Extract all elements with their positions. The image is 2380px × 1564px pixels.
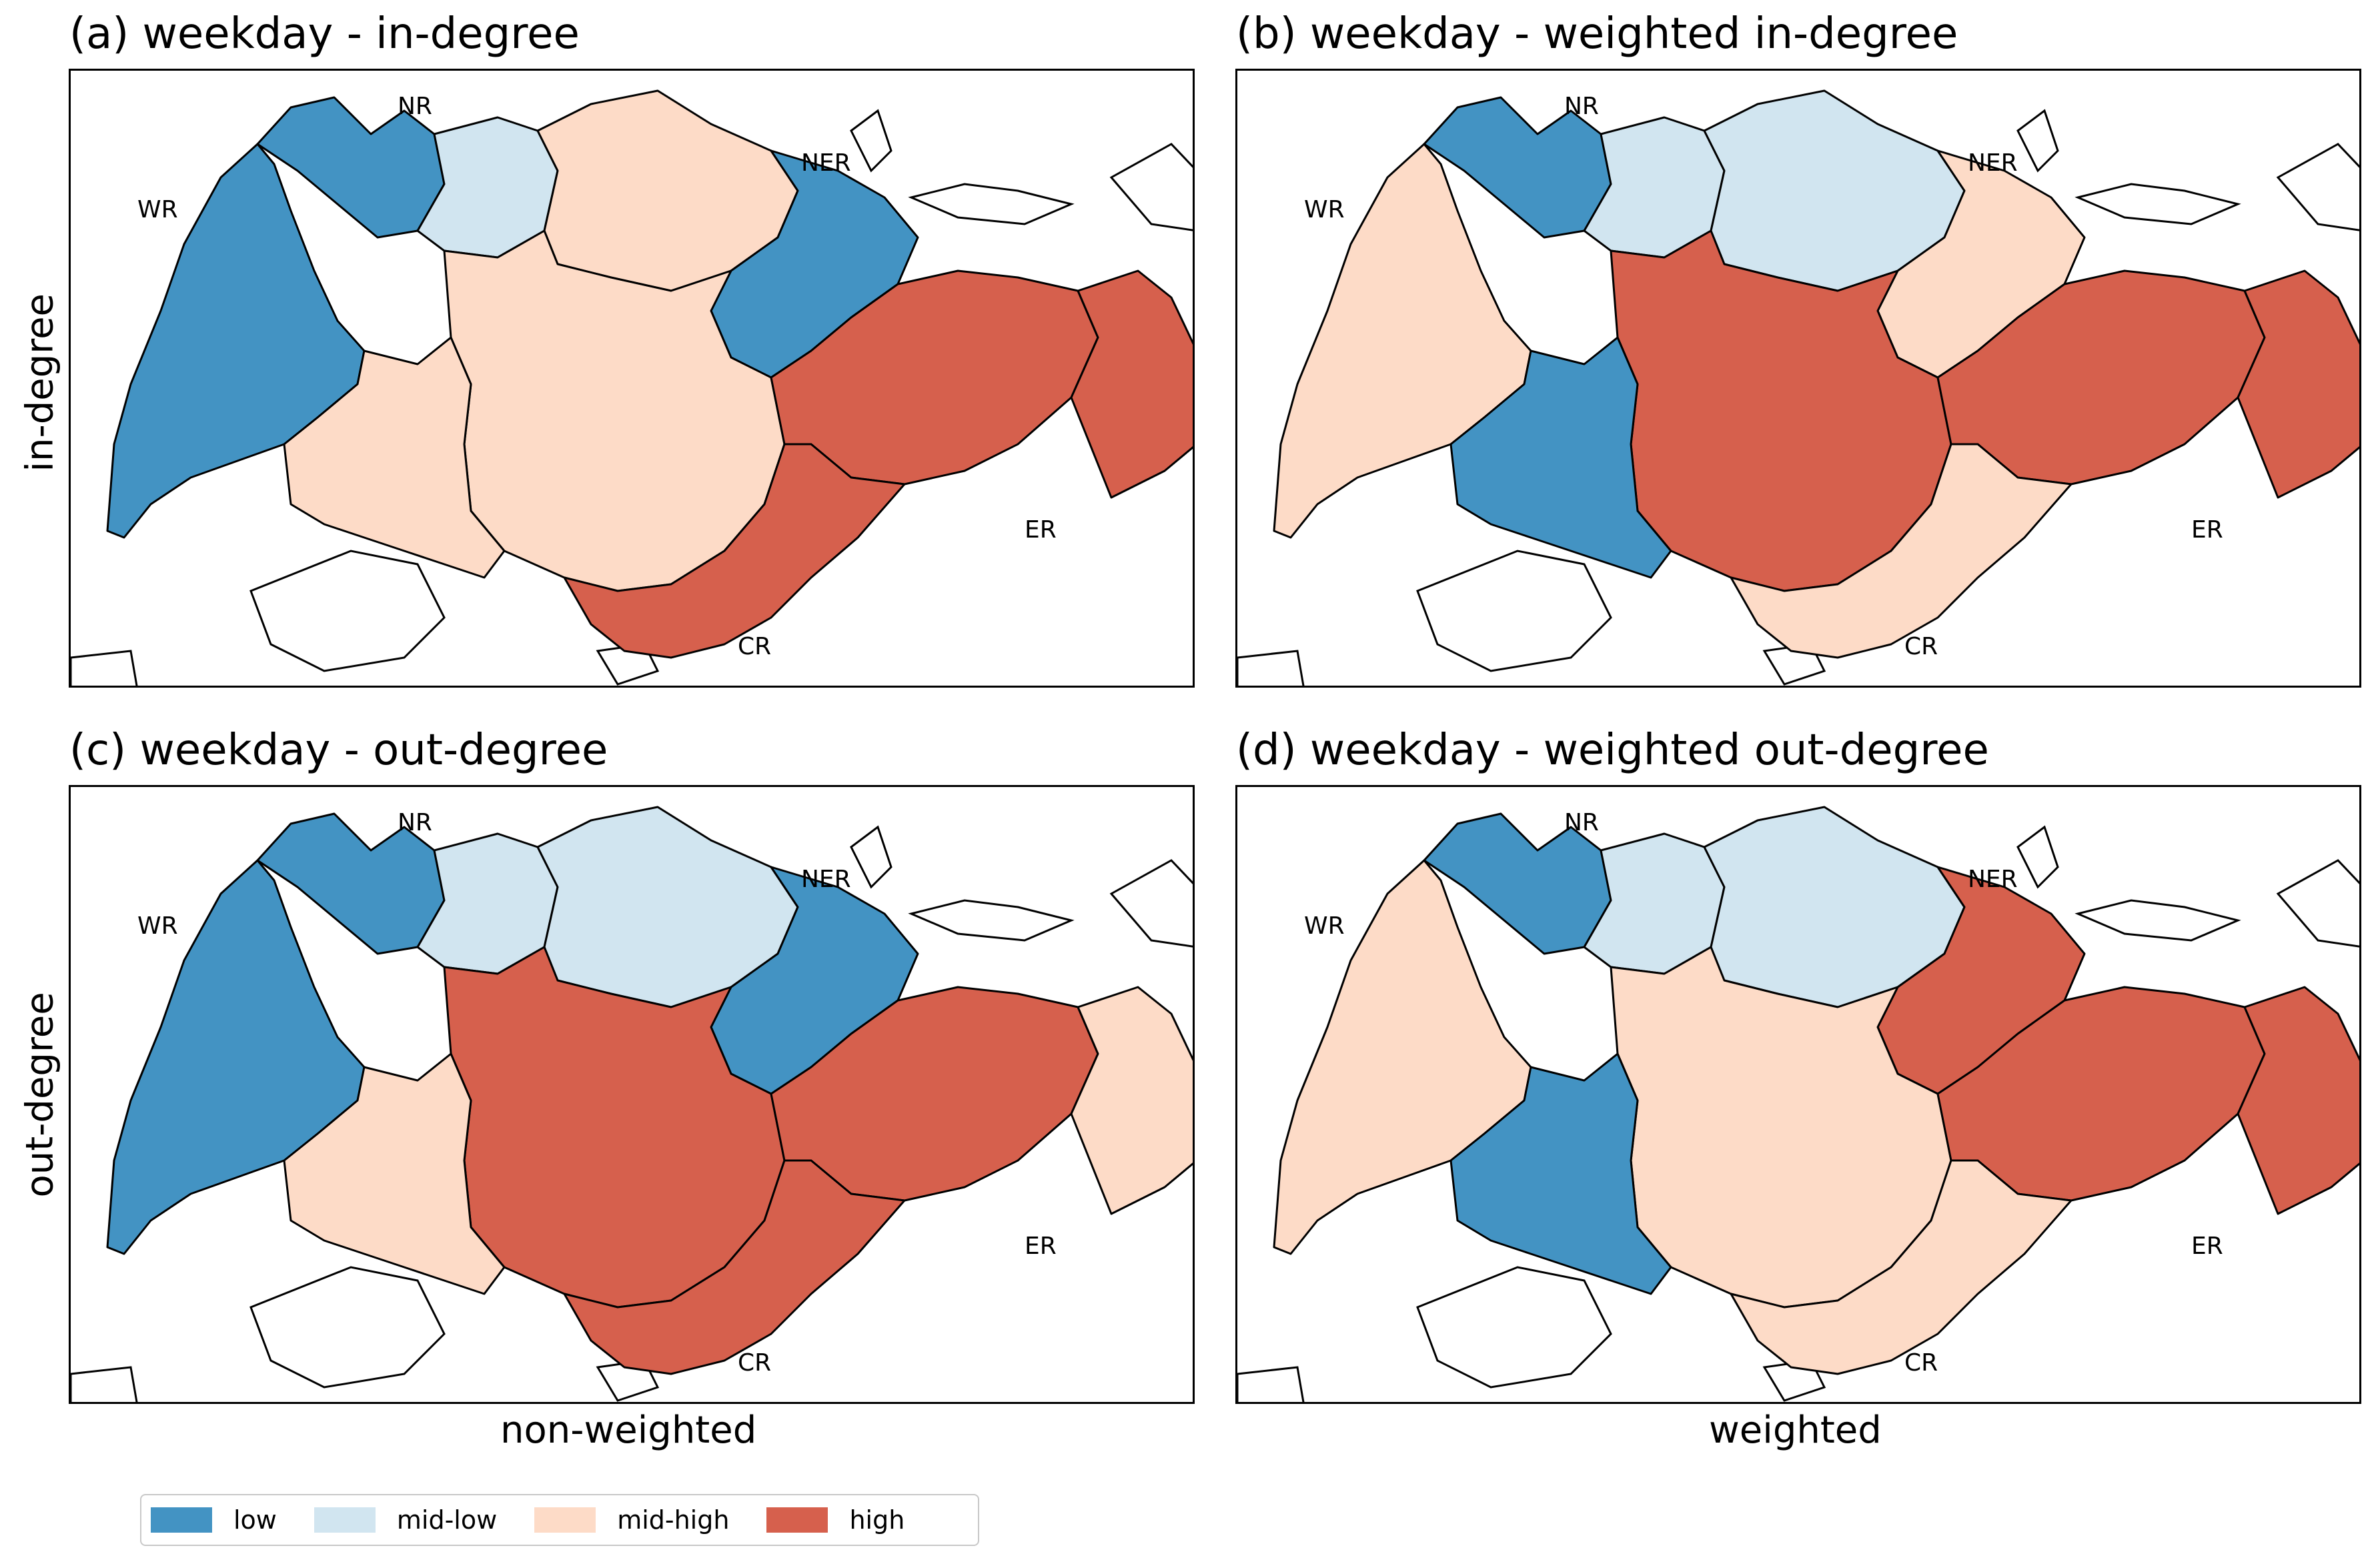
coast-outline [2016, 109, 2059, 173]
coast-outline [249, 550, 446, 672]
region-east-inner [1936, 269, 2266, 486]
coast-outline [1109, 859, 1193, 948]
panel-c-title: (c) weekday - out-degree [69, 726, 608, 775]
region-label-nr: NR [398, 809, 432, 836]
coast-outline [71, 1366, 138, 1402]
legend-label-mid-low: mid-low [396, 1505, 498, 1535]
coast-outline [1416, 550, 1612, 672]
region-west [106, 859, 366, 1255]
coast-outline [2016, 825, 2059, 889]
region-west [1273, 143, 1532, 539]
row-label-out-degree: out-degree [18, 992, 62, 1198]
legend-swatch-low [151, 1507, 212, 1533]
coast-outline [1416, 1266, 1612, 1389]
legend-item-mid-low: mid-low [314, 1505, 497, 1535]
region-label-er: ER [2191, 1233, 2223, 1260]
legend-item-low: low [151, 1505, 277, 1535]
panel-b-title: (b) weekday - weighted in-degree [1236, 9, 1958, 59]
panel-c-map: NR WR NER ER CR [69, 785, 1195, 1404]
region-south [563, 443, 906, 659]
region-west [106, 143, 366, 539]
panel-d-title: (d) weekday - weighted out-degree [1236, 726, 1989, 775]
coast-outline [71, 650, 138, 686]
region-label-ner: NER [801, 866, 851, 893]
legend-swatch-high [766, 1507, 828, 1533]
region-east-far [2237, 269, 2359, 499]
panel-b-map: NR WR NER ER CR [1235, 69, 2361, 688]
coast-outline [2276, 143, 2359, 231]
col-label-weighted: weighted [1709, 1409, 1882, 1452]
legend-label-low: low [233, 1505, 277, 1535]
region-label-er: ER [1025, 1233, 1057, 1260]
region-label-cr: CR [738, 1349, 771, 1377]
region-label-wr: WR [1304, 196, 1345, 223]
region-label-cr: CR [1904, 633, 1938, 660]
coast-outline [2276, 859, 2359, 948]
region-label-nr: NR [1564, 809, 1599, 836]
region-label-cr: CR [738, 633, 771, 660]
coast-outline [908, 183, 1075, 225]
col-label-non-weighted: non-weighted [500, 1409, 757, 1452]
region-label-er: ER [2191, 516, 2223, 544]
region-label-wr: WR [1304, 912, 1345, 940]
region-southwest [283, 1052, 506, 1295]
legend-item-mid-high: mid-high [534, 1505, 729, 1535]
region-southwest [1449, 1052, 1672, 1295]
region-label-er: ER [1025, 516, 1057, 544]
region-south [1730, 1159, 2072, 1375]
legend: low mid-low mid-high high [140, 1494, 979, 1546]
panel-d-map: NR WR NER ER CR [1235, 785, 2361, 1404]
coast-outline [2074, 899, 2241, 942]
coast-outline [1237, 650, 1305, 686]
coast-outline [908, 899, 1075, 942]
coast-outline [1109, 143, 1193, 231]
legend-label-high: high [849, 1505, 905, 1535]
region-east-far [2237, 986, 2359, 1215]
region-label-nr: NR [1564, 93, 1599, 120]
region-east-inner [770, 986, 1099, 1202]
coast-outline [850, 109, 892, 173]
region-label-ner: NER [1968, 149, 2018, 177]
panel-a-map: NR WR NER ER CR [69, 69, 1195, 688]
coast-outline [249, 1266, 446, 1389]
region-label-ner: NER [1968, 866, 2018, 893]
legend-label-mid-high: mid-high [617, 1505, 730, 1535]
region-label-ner: NER [801, 149, 851, 177]
region-label-wr: WR [137, 196, 178, 223]
region-east-inner [770, 269, 1099, 486]
legend-item-high: high [766, 1505, 905, 1535]
region-label-wr: WR [137, 912, 178, 940]
region-east-far [1070, 986, 1193, 1215]
region-label-nr: NR [398, 93, 432, 120]
region-south [563, 1159, 906, 1375]
region-southwest [1449, 336, 1672, 579]
coast-outline [850, 825, 892, 889]
coast-outline [2074, 183, 2241, 225]
region-east-inner [1936, 986, 2266, 1202]
coast-outline [1237, 1366, 1305, 1402]
panel-a-title: (a) weekday - in-degree [69, 9, 580, 59]
legend-swatch-mid-high [534, 1507, 596, 1533]
region-label-cr: CR [1904, 1349, 1938, 1377]
region-south [1730, 443, 2072, 659]
region-west [1273, 859, 1532, 1255]
row-label-in-degree: in-degree [18, 293, 62, 472]
legend-swatch-mid-low [314, 1507, 376, 1533]
region-east-far [1070, 269, 1193, 499]
region-southwest [283, 336, 506, 579]
